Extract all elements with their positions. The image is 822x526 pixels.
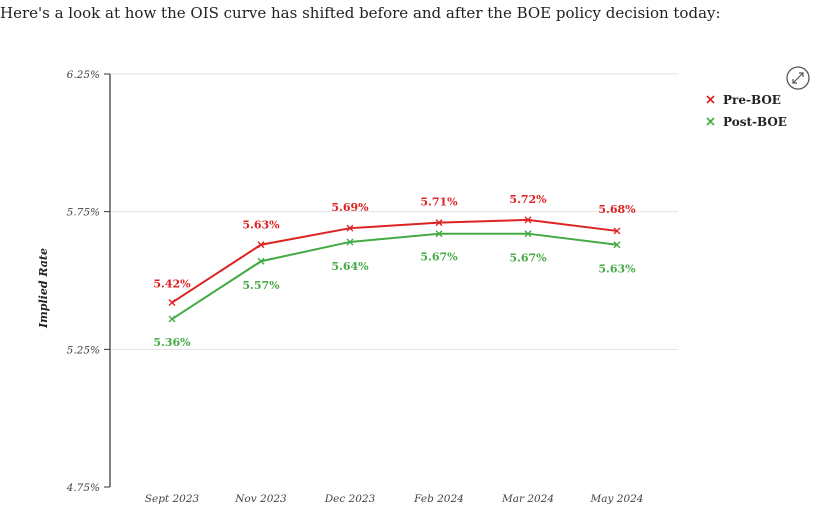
series-line — [171, 218, 618, 304]
data-point — [257, 257, 265, 265]
data-label: 5.71% — [420, 196, 458, 209]
data-point — [435, 219, 443, 227]
grid-lines — [110, 73, 678, 350]
legend-label: Post-BOE — [723, 115, 787, 129]
y-tick-label: 5.75% — [67, 207, 100, 219]
data-label: 5.72% — [509, 193, 547, 206]
y-tick-label: 4.75% — [66, 482, 100, 494]
series: 5.42% 5.63% 5.69% 5.71% 5.72% 5.68% 5.36% 5.57%… — [153, 193, 636, 349]
axes: 4.75% 5.25% 5.75% 6.25% Sept 2023 Nov 2023 Dec… — [66, 69, 644, 505]
data-label: 5.67% — [509, 252, 547, 265]
data-point — [346, 224, 354, 232]
data-point — [346, 238, 354, 246]
x-tick-label: Feb 2024 — [413, 493, 464, 505]
legend-marker-icon — [706, 95, 715, 104]
data-point — [257, 241, 265, 249]
y-tick-label: 6.25% — [67, 69, 100, 81]
legend-item-post-boe[interactable]: Post-BOE — [706, 115, 787, 129]
data-label: 5.64% — [331, 260, 369, 273]
series-pre-boe: 5.42% 5.63% 5.69% 5.71% 5.72% 5.68% — [153, 193, 636, 307]
legend-label: Pre-BOE — [723, 93, 781, 107]
data-point — [168, 315, 176, 323]
x-tick-label: Nov 2023 — [234, 493, 287, 505]
data-label: 5.63% — [242, 219, 280, 232]
legend-marker-icon — [706, 117, 715, 126]
y-tick-label: 5.25% — [67, 344, 100, 356]
intro-text: Here's a look at how the OIS curve has s… — [0, 4, 721, 22]
x-tick-label: Sept 2023 — [145, 493, 200, 505]
data-point — [613, 241, 621, 249]
data-label: 5.36% — [153, 336, 191, 349]
data-label: 5.68% — [598, 203, 636, 216]
series-line — [171, 232, 618, 320]
legend[interactable]: Pre-BOE Post-BOE — [706, 93, 787, 129]
x-tick-label: Mar 2024 — [501, 493, 554, 505]
expand-arrows-icon[interactable] — [786, 66, 810, 90]
data-label: 5.63% — [598, 263, 636, 276]
legend-item-pre-boe[interactable]: Pre-BOE — [706, 93, 781, 107]
x-tick-label: Dec 2023 — [324, 493, 376, 505]
data-label: 5.69% — [331, 201, 369, 214]
y-axis-label: Implied Rate — [37, 248, 50, 329]
data-label: 5.57% — [242, 279, 280, 292]
data-point — [435, 230, 443, 238]
series-post-boe: 5.36% 5.57% 5.64% 5.67% 5.67% 5.63% — [153, 230, 636, 349]
data-label: 5.42% — [153, 278, 191, 291]
x-tick-label: May 2024 — [589, 493, 643, 505]
data-label: 5.67% — [420, 251, 458, 264]
data-point — [524, 230, 532, 238]
data-point — [524, 216, 532, 224]
data-point — [613, 227, 621, 235]
data-point — [168, 299, 176, 307]
